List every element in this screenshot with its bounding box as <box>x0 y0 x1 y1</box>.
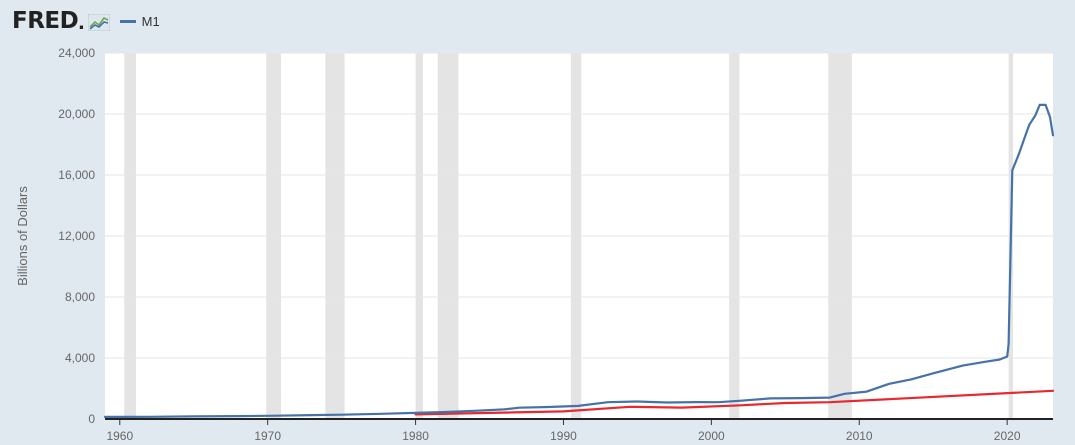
x-tick-label: 1970 <box>254 429 281 443</box>
y-tick-label: 12,000 <box>58 229 95 243</box>
y-tick-label: 24,000 <box>58 46 95 60</box>
x-tick-label: 1990 <box>550 429 577 443</box>
y-axis-label: Billions of Dollars <box>15 186 30 286</box>
x-axis-ticks: 1960 1970 1980 1990 2000 2010 2020 <box>106 419 1021 443</box>
y-tick-label: 4,000 <box>65 351 95 365</box>
line-chart-icon <box>87 13 111 31</box>
y-tick-label: 0 <box>88 412 95 426</box>
x-tick-label: 2010 <box>846 429 873 443</box>
legend-swatch-m1 <box>119 19 136 23</box>
fred-logo[interactable]: FRED <box>12 8 79 34</box>
y-tick-label: 8,000 <box>65 290 95 304</box>
y-tick-label: 16,000 <box>58 168 95 182</box>
legend[interactable]: M1 <box>119 13 160 29</box>
y-tick-label: 20,000 <box>58 107 95 121</box>
x-tick-label: 2000 <box>698 429 725 443</box>
legend-label-m1: M1 <box>141 13 160 29</box>
series-lines <box>103 103 1055 418</box>
series-line-m1[interactable] <box>103 103 1055 418</box>
x-tick-label: 1980 <box>402 429 429 443</box>
grid-lines <box>105 52 1053 359</box>
chart-header: FRED . M1 <box>12 4 160 38</box>
fred-logo-dot: . <box>78 7 85 34</box>
x-tick-label: 2020 <box>994 429 1021 443</box>
x-tick-label: 1960 <box>106 429 133 443</box>
y-axis-ticks: 0 4,000 8,000 12,000 16,000 20,000 24,000 <box>58 46 95 426</box>
series-line-red[interactable] <box>414 389 1055 416</box>
